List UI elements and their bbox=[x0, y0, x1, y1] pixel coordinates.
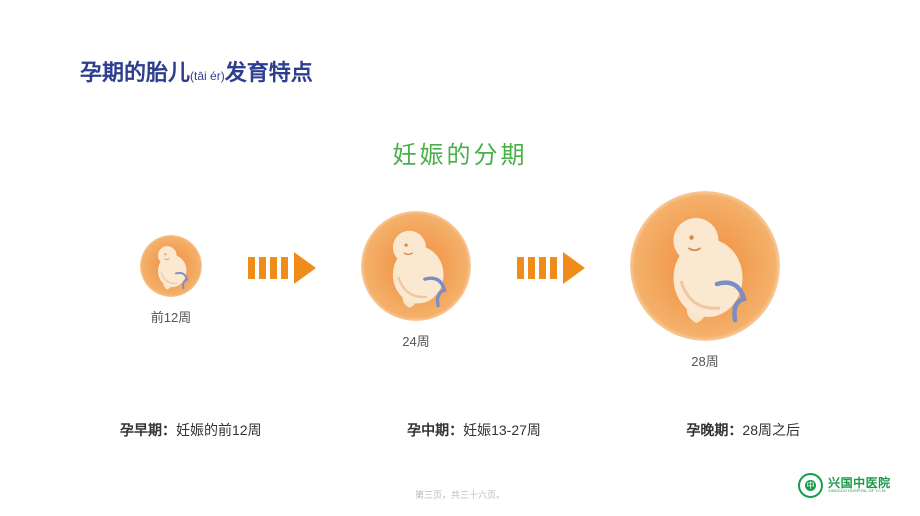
stages-row: 前12周 24周 bbox=[0, 190, 920, 370]
fetus-icon bbox=[140, 235, 202, 297]
fetus-icon bbox=[361, 211, 471, 321]
period-desc: 妊娠13-27周 bbox=[463, 422, 541, 438]
period-row: 孕早期：妊娠的前12周 孕中期：妊娠13-27周 孕晚期：28周之后 bbox=[0, 420, 920, 440]
logo-inner-icon: 中 bbox=[805, 480, 816, 491]
logo-en: XINGGUO HOSPITAL OF T.C.M bbox=[828, 490, 886, 494]
period-1: 孕中期：妊娠13-27周 bbox=[407, 420, 541, 440]
arrow-stripe-icon bbox=[517, 257, 524, 279]
title-post: 发育特点 bbox=[225, 60, 313, 85]
stage-label: 前12周 bbox=[151, 307, 191, 326]
period-desc: 28周之后 bbox=[742, 422, 800, 438]
logo-cn: 兴国中医院 bbox=[828, 477, 900, 489]
arrow-stripe-icon bbox=[248, 257, 255, 279]
fetus-icon bbox=[630, 191, 780, 341]
title-pinyin: (tāi ér) bbox=[190, 69, 225, 83]
period-desc: 妊娠的前12周 bbox=[176, 422, 262, 438]
stage-1: 24周 bbox=[361, 211, 471, 350]
period-2: 孕晚期：28周之后 bbox=[686, 420, 800, 440]
page-footer: 第三页，共三十六页。 bbox=[415, 488, 505, 501]
brand-logo: 中 兴国中医院 XINGGUO HOSPITAL OF T.C.M bbox=[798, 473, 900, 498]
logo-circle-icon: 中 bbox=[798, 473, 823, 498]
period-0: 孕早期：妊娠的前12周 bbox=[120, 420, 262, 440]
subtitle: 妊娠的分期 bbox=[393, 135, 528, 170]
arrow-stripe-icon bbox=[259, 257, 266, 279]
arrow-stripe-icon bbox=[528, 257, 535, 279]
logo-text: 兴国中医院 XINGGUO HOSPITAL OF T.C.M bbox=[828, 477, 900, 494]
stage-label: 24周 bbox=[402, 331, 429, 350]
arrow-icon bbox=[248, 252, 316, 284]
arrow-stripe-icon bbox=[539, 257, 546, 279]
arrow-icon bbox=[517, 252, 585, 284]
stage-2: 28周 bbox=[630, 191, 780, 370]
slide-title: 孕期的胎儿(tāi ér)发育特点 bbox=[80, 55, 313, 87]
period-name: 孕早期： bbox=[120, 422, 176, 438]
arrow-head-icon bbox=[294, 252, 316, 284]
arrow-head-icon bbox=[563, 252, 585, 284]
arrow-stripe-icon bbox=[270, 257, 277, 279]
stage-label: 28周 bbox=[691, 351, 718, 370]
arrow-stripe-icon bbox=[281, 257, 288, 279]
title-pre: 孕期的胎儿 bbox=[80, 60, 190, 85]
arrow-stripe-icon bbox=[550, 257, 557, 279]
stage-0: 前12周 bbox=[140, 235, 202, 326]
period-name: 孕中期： bbox=[407, 422, 463, 438]
period-name: 孕晚期： bbox=[686, 422, 742, 438]
